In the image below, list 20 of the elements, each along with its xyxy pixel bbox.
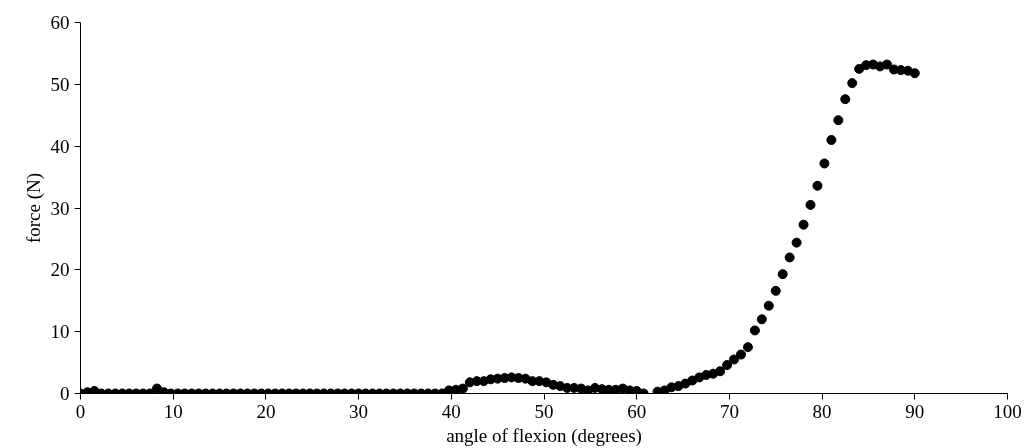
x-tick-label: 90 (905, 400, 925, 422)
x-tick-label: 30 (349, 400, 369, 422)
y-tick-label: 40 (50, 135, 70, 157)
x-tick-label: 60 (627, 400, 647, 422)
x-tick-label: 80 (812, 400, 832, 422)
x-tick-label: 100 (993, 400, 1022, 422)
y-axis-title: force (N) (22, 172, 45, 244)
y-tick-label: 0 (60, 383, 70, 404)
x-tick-label: 70 (719, 400, 739, 422)
x-axis-title: angle of flexion (degrees) (446, 424, 642, 447)
x-tick-label: 40 (441, 400, 461, 422)
x-tick-label: 50 (534, 400, 554, 422)
y-tick-label: 50 (50, 73, 70, 95)
x-tick-label: 0 (75, 400, 86, 422)
y-tick-label: 20 (50, 259, 70, 281)
y-tick-label: 10 (50, 321, 70, 343)
x-tick-label: 20 (256, 400, 276, 422)
x-tick-label: 10 (163, 400, 183, 422)
y-tick-label: 60 (50, 12, 70, 33)
y-tick-label: 30 (50, 197, 70, 219)
